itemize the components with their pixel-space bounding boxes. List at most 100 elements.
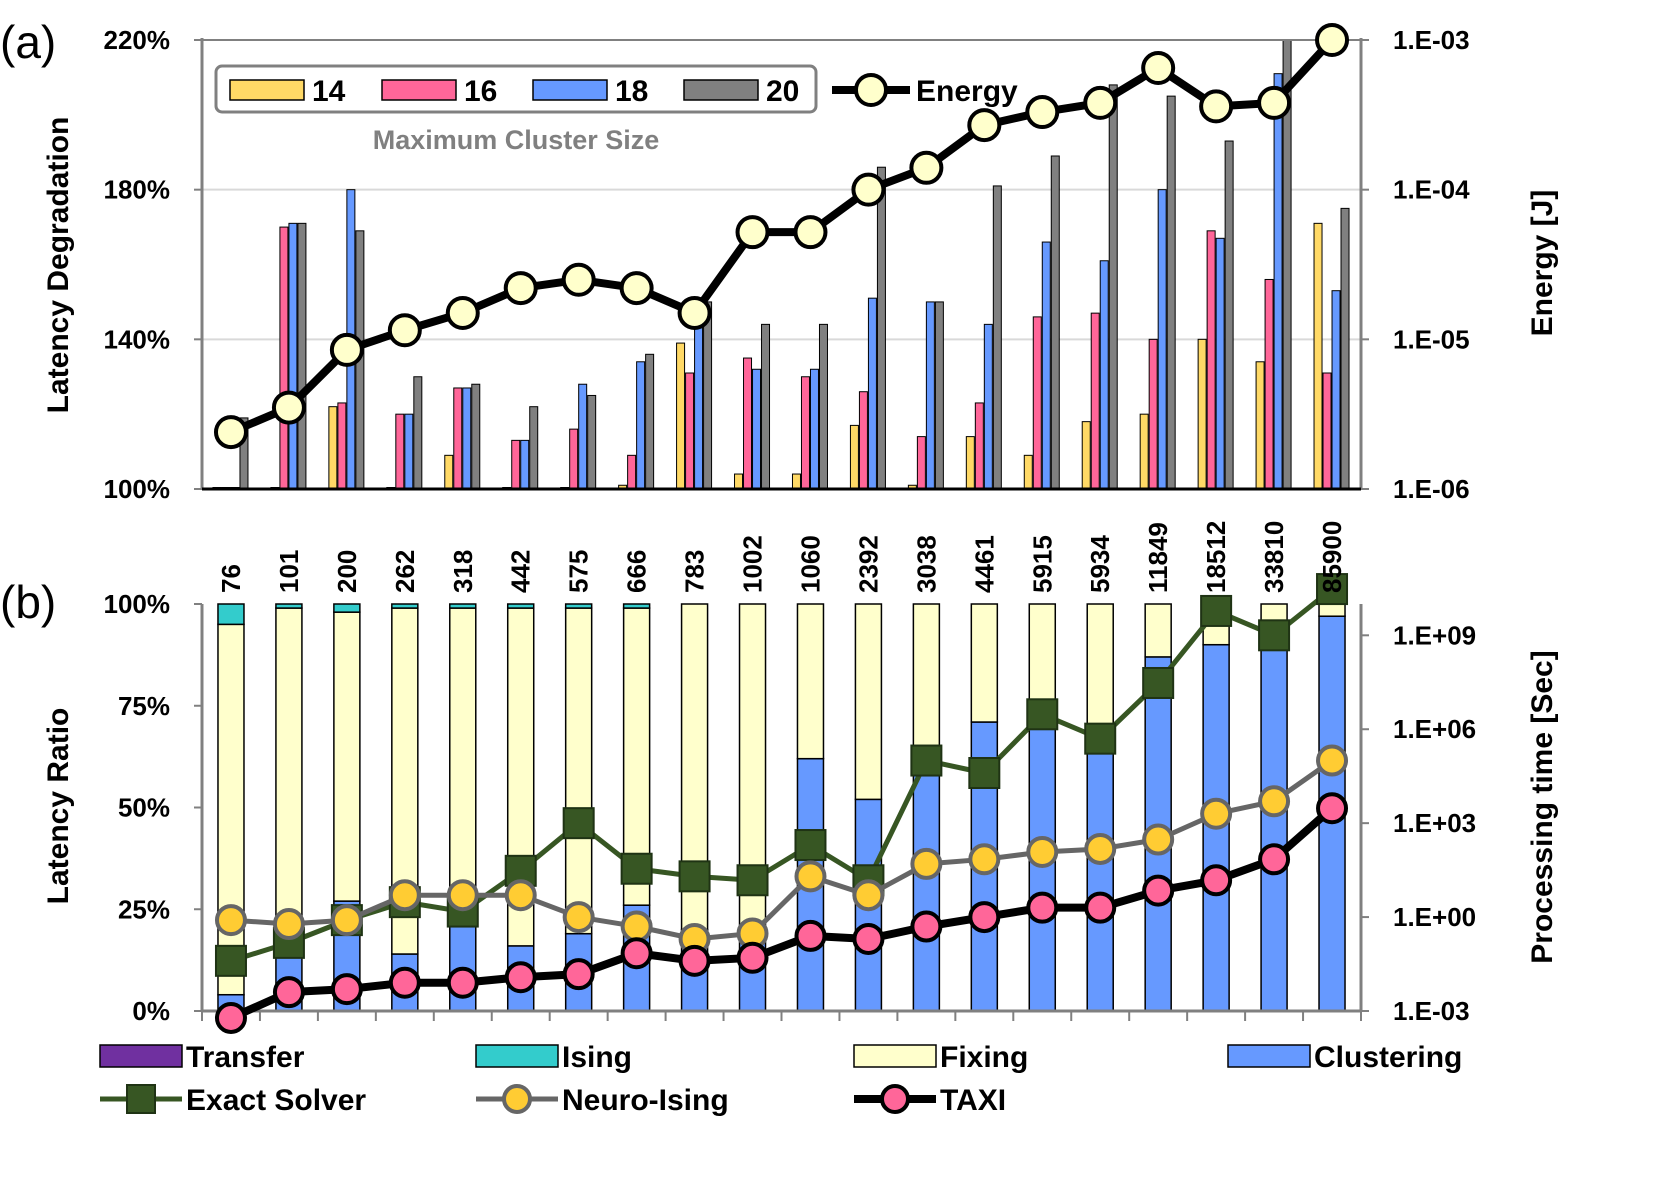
category-label: 318 — [448, 550, 478, 593]
y2-tick-label-b: 1.E+03 — [1393, 808, 1476, 838]
y2-tick-label-b: 1.E+06 — [1393, 714, 1476, 744]
stacked-bar-ising — [622, 603, 651, 609]
stacked-bar-fixing — [854, 603, 883, 801]
energy-point — [1315, 23, 1350, 57]
bar-a-14 — [1197, 338, 1207, 490]
marker-exact-solver — [1084, 722, 1117, 755]
stacked-bar-ising — [564, 603, 593, 609]
energy-point — [677, 295, 712, 330]
stacked-bar-fixing — [1260, 603, 1288, 622]
marker-taxi — [446, 966, 479, 999]
marker-neuro-ising — [214, 904, 247, 937]
bar-a-20 — [587, 394, 597, 490]
bar-a-14 — [1023, 454, 1033, 490]
marker-neuro-ising — [1026, 835, 1059, 868]
bar-a-14 — [1313, 222, 1323, 490]
marker-neuro-ising — [1258, 785, 1291, 818]
marker-taxi — [852, 922, 885, 955]
bar-a-20 — [1050, 155, 1060, 490]
legend-a-label-14: 14 — [312, 75, 346, 108]
marker-neuro-ising — [968, 843, 1001, 876]
marker-neuro-ising — [794, 860, 827, 893]
category-label: 5915 — [1027, 535, 1057, 593]
legend-b-label-fixing: Fixing — [940, 1041, 1028, 1074]
stacked-bar-ising — [275, 603, 303, 609]
bar-a-16 — [743, 357, 753, 490]
marker-exact-solver — [1200, 594, 1233, 627]
bar-a-20 — [645, 353, 655, 490]
marker-exact-solver — [562, 807, 595, 840]
stacked-bar-fixing — [912, 603, 941, 768]
marker-exact-solver — [1258, 619, 1291, 652]
marker-neuro-ising — [620, 910, 653, 943]
energy-point — [1083, 85, 1118, 120]
energy-point — [213, 415, 248, 450]
y-axis-title-b: Latency Ratio — [42, 708, 75, 905]
y-axis-title-a: Latency Degradation — [42, 117, 75, 414]
energy-point — [1199, 89, 1234, 124]
bar-a-20 — [876, 166, 886, 490]
bar-a-14 — [849, 424, 859, 490]
bar-a-16 — [974, 402, 984, 490]
bar-a-20 — [413, 376, 423, 490]
energy-point — [967, 108, 1002, 143]
bar-a-18 — [636, 361, 646, 490]
marker-exact-solver — [1142, 666, 1175, 699]
bar-a-18 — [404, 413, 414, 490]
stacked-bar-ising — [391, 603, 419, 609]
bar-a-20 — [818, 323, 828, 490]
bar-a-20 — [992, 185, 1002, 490]
marker-taxi — [910, 910, 943, 943]
legend-b-label-exact-solver: Exact Solver — [186, 1084, 366, 1117]
y2-tick-label-b: 1.E+00 — [1393, 902, 1476, 932]
marker-neuro-ising — [504, 879, 537, 912]
category-label: 33810 — [1259, 521, 1289, 593]
bar-a-20 — [1166, 95, 1176, 490]
marker-taxi — [1316, 792, 1349, 825]
marker-taxi — [794, 919, 827, 952]
category-label: 76 — [216, 564, 246, 593]
marker-exact-solver — [968, 756, 1001, 789]
legend-b-label-ising: Ising — [562, 1041, 632, 1074]
y2-axis-title-b: Processing time [Sec] — [1526, 650, 1559, 963]
category-label: 783 — [680, 550, 710, 593]
bar-a-16 — [1032, 316, 1042, 490]
bar-a-14 — [676, 342, 686, 490]
legend-energy-label: Energy — [916, 75, 1018, 108]
stacked-bar-ising — [449, 603, 477, 609]
bar-a-20 — [934, 301, 944, 490]
marker-taxi — [504, 961, 537, 994]
bar-a-14 — [328, 406, 338, 490]
y2-tick-label-a: 1.E-04 — [1393, 175, 1470, 205]
legend-b-marker-neuro-ising — [502, 1084, 532, 1114]
energy-point — [851, 172, 886, 207]
y2-tick-label-a: 1.E-03 — [1393, 25, 1470, 55]
bar-a-16 — [1148, 338, 1158, 490]
bar-a-20 — [761, 323, 771, 490]
bar-a-20 — [1340, 207, 1350, 490]
energy-point — [387, 313, 422, 348]
marker-neuro-ising — [1316, 744, 1349, 777]
stacked-bar-fixing — [1086, 603, 1114, 744]
bar-a-16 — [1090, 312, 1100, 490]
bar-a-14 — [1081, 421, 1091, 490]
bar-a-14 — [444, 454, 454, 490]
energy-point — [271, 390, 306, 425]
bar-a-18 — [1331, 290, 1341, 490]
bar-a-18 — [867, 297, 877, 490]
bar-a-16 — [1322, 372, 1332, 490]
energy-point — [329, 332, 364, 367]
legend-a-swatch-20 — [683, 79, 759, 101]
bar-a-18 — [288, 222, 298, 490]
y2-tick-label-b: 1.E-03 — [1393, 996, 1470, 1026]
marker-taxi — [678, 944, 711, 977]
legend-b-marker-exact-solver — [126, 1084, 156, 1114]
y-tick-label-b: 25% — [118, 894, 170, 924]
bar-a-18 — [462, 387, 472, 490]
bar-a-16 — [337, 402, 347, 490]
stacked-bar-ising — [217, 603, 245, 626]
y2-axis-title-a: Energy [J] — [1526, 190, 1559, 337]
bar-a-20 — [471, 383, 481, 490]
category-label: 18512 — [1201, 521, 1231, 593]
